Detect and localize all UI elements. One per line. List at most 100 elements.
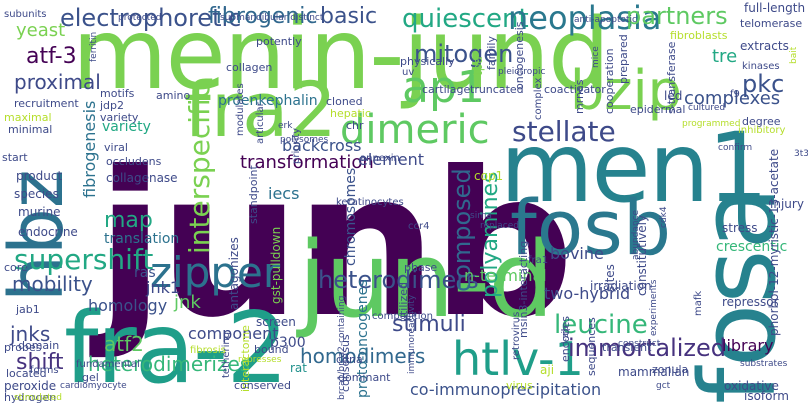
word: occludens (106, 155, 162, 168)
word: chr (346, 119, 364, 132)
word: submandibular distinct (220, 13, 324, 23)
word: ras (134, 265, 156, 281)
word: motifs (100, 87, 135, 100)
word: ap1 (402, 62, 485, 113)
word: menin-jund (72, 0, 610, 112)
word: pleiotropic (498, 67, 546, 77)
word: irradiation (590, 279, 652, 293)
word: uv (402, 67, 415, 78)
word: erk (278, 121, 293, 131)
word: fra1 (528, 255, 549, 266)
word: gel (82, 371, 99, 384)
word: fra-2 (64, 292, 289, 404)
word: ferritin (89, 31, 99, 62)
word: family (485, 36, 498, 70)
word: 3t3 (794, 149, 808, 159)
word: cop1 (474, 169, 504, 183)
word: component (188, 324, 279, 343)
word: oxidative (724, 379, 779, 393)
word: virus (506, 379, 533, 392)
word: iecs (268, 184, 300, 203)
word: bzip (570, 59, 682, 122)
word: led (664, 89, 683, 103)
word: fosb (510, 183, 672, 272)
word: polysomes (280, 135, 329, 145)
word: jnks (10, 322, 51, 346)
word: homology (88, 296, 168, 315)
word: zipper (150, 248, 281, 297)
word: maximal (4, 111, 52, 124)
word: partners (626, 2, 728, 30)
word: homodimers (300, 344, 426, 368)
word: isoform (744, 389, 789, 403)
word: cardiomyocyte (60, 381, 127, 391)
word: fibroblasts (670, 29, 728, 42)
word: repressor (722, 295, 779, 309)
word: composition (372, 311, 433, 322)
word: stimulated (14, 393, 62, 403)
word: subunits (4, 9, 47, 20)
word: minimal (8, 123, 53, 136)
word: phase (404, 261, 438, 274)
word: stimuli (392, 312, 466, 337)
word: msin3-interacting (517, 240, 530, 338)
word: product (16, 169, 63, 183)
word: complex (533, 77, 544, 120)
word: jun-d (298, 219, 554, 341)
word: zonula (652, 363, 689, 376)
word: cloned (326, 95, 363, 108)
word: shift (16, 350, 64, 375)
word: fibrogenesis (80, 100, 99, 198)
word: gst-pulldown (269, 226, 283, 304)
word: forms (30, 365, 59, 376)
word: programmed (682, 119, 741, 129)
word: replaced (480, 221, 519, 231)
word: tpa (471, 56, 485, 76)
word: experiments (649, 279, 659, 336)
word: yeast (16, 20, 66, 41)
word: prepared (617, 34, 630, 84)
word: transformation (240, 152, 374, 173)
word: collagenase (106, 171, 178, 185)
word: coactivator (544, 83, 606, 96)
word: recruitment (14, 97, 79, 110)
word: co-immunoprecipitation (410, 380, 602, 399)
word: tre (712, 46, 738, 67)
word: gct (656, 381, 671, 391)
word: construct (618, 339, 661, 349)
word: substrates (740, 359, 788, 369)
word: quiescent (402, 4, 529, 34)
word: jdp2 (100, 99, 125, 112)
word: dominant (338, 371, 391, 384)
word: junb (96, 129, 574, 362)
word: jnk (174, 292, 201, 313)
word: fundamental (76, 359, 140, 370)
word: stellate (512, 115, 616, 148)
word: protected (118, 13, 162, 23)
word: fibrogenic (208, 4, 318, 29)
word: physically (400, 55, 455, 68)
word: mammalian (618, 365, 690, 379)
word: complexes (684, 88, 781, 109)
word: screen (256, 315, 296, 329)
word: abundance (631, 209, 641, 260)
word: backcross (282, 136, 362, 155)
word: keratinocytes (336, 197, 404, 208)
word: antagonizes (227, 237, 241, 310)
word: articular (255, 102, 266, 144)
word: variety (102, 119, 151, 135)
word: proximal (14, 70, 101, 94)
word: supershift (14, 243, 154, 276)
word: proenkephalin (218, 93, 318, 109)
word: cartilage (422, 83, 471, 96)
word: modulates (235, 83, 246, 136)
word: confirm (718, 143, 753, 153)
word: neoplasia (508, 0, 662, 37)
word: conserved (234, 379, 292, 392)
word: translation (104, 231, 180, 247)
word: telomerase (740, 17, 803, 30)
word: murine (18, 205, 61, 219)
word: extracts (740, 39, 789, 53)
word: mice (591, 46, 601, 68)
